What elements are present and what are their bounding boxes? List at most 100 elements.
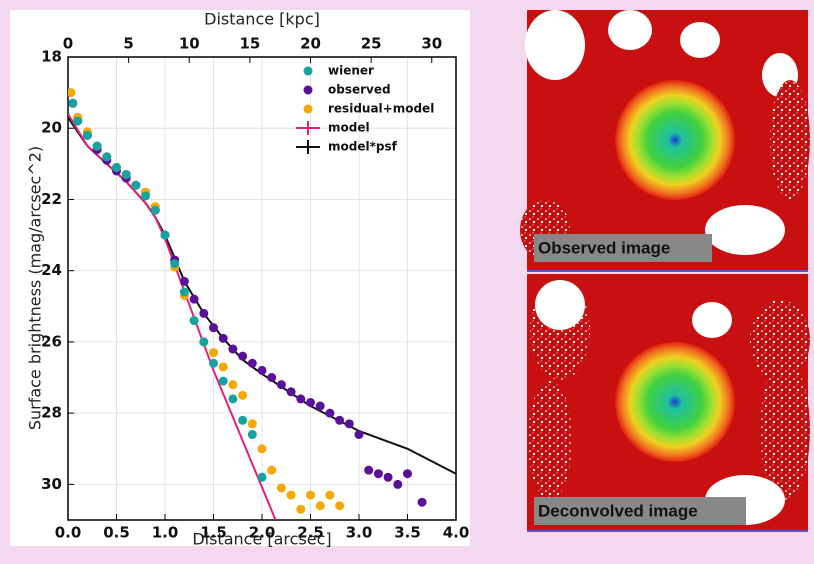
data-point [393,479,403,489]
data-point [209,358,218,368]
data-point [383,472,393,482]
data-point [325,490,335,500]
legend-marker [303,66,313,76]
image-label: Observed image [538,238,670,257]
x2-axis-label: Distance [kpc] [204,10,320,29]
image-panels: Observed image Deconvolved image [520,10,810,532]
data-point [296,394,306,404]
data-point [228,394,238,404]
y-tick-label: 26 [41,332,62,350]
data-point [141,191,151,201]
data-point [286,490,296,500]
data-point [286,387,296,397]
data-point [257,365,267,375]
data-point [257,444,267,454]
data-point [150,205,160,215]
data-point [121,170,131,180]
x-tick-label: 3.0 [346,524,373,542]
x2-tick-label: 30 [421,35,442,53]
y-tick-label: 28 [41,404,62,422]
data-point [179,276,189,286]
data-point [247,430,257,440]
data-point [238,390,248,400]
x2-tick-label: 5 [123,35,133,53]
data-point [112,162,121,172]
data-point [160,230,170,240]
x-tick-label: 1.0 [152,524,179,542]
observed-image: Observed image [520,10,810,272]
data-point [170,259,180,269]
data-point [373,469,383,479]
data-point [267,465,277,475]
data-point [403,469,412,479]
y-axis-label: Surface brightness (mag/arcsec^2) [26,146,45,430]
data-point [131,180,141,190]
data-point [325,408,335,418]
y-tick-label: 30 [41,475,62,493]
x-tick-label: 4.0 [443,524,470,542]
data-point [68,88,76,98]
data-point [199,308,209,318]
legend-marker [303,85,313,95]
data-point [335,501,345,511]
data-point [247,358,257,368]
x-tick-label: 0.5 [103,524,130,542]
legend-marker [303,104,313,114]
legend-label: model*psf [328,140,398,154]
data-point [189,316,199,326]
data-point [238,415,248,425]
legend-label: residual+model [328,102,434,116]
data-point [315,501,325,511]
x2-tick-label: 15 [239,35,260,53]
x2-tick-label: 0 [63,35,73,53]
data-point [276,483,286,493]
x-tick-label: 0.0 [55,524,82,542]
x-tick-label: 1.5 [200,524,227,542]
y-tick-label: 24 [41,261,62,279]
data-point [276,380,286,390]
data-point [228,344,238,354]
legend-label: observed [328,83,391,97]
x-tick-label: 2.5 [297,524,324,542]
data-point [218,362,228,372]
data-point [335,415,345,425]
x-tick-label: 3.5 [394,524,421,542]
x-tick-label: 2.0 [249,524,276,542]
data-point [102,152,112,162]
data-point [247,419,257,429]
data-point [189,294,199,304]
deconvolved-image: Deconvolved image [527,274,810,532]
data-point [82,130,92,140]
chart-panel [10,10,470,546]
data-point [68,98,78,108]
data-point [267,373,277,383]
y-tick-label: 22 [41,190,62,208]
y-tick-label: 18 [41,48,62,66]
x2-tick-label: 25 [361,35,382,53]
plot-frame [67,56,457,521]
data-point [354,430,364,440]
data-point [344,419,354,429]
data-point [306,490,315,500]
x-axis-label: Distance [arcsec] [192,530,331,549]
data-point [209,323,218,333]
data-point [296,504,306,514]
data-point [306,397,315,407]
plot-area [68,88,456,520]
data-point [417,497,427,507]
data-point [73,116,83,126]
data-point [228,380,238,390]
data-point [218,333,228,343]
data-point [218,376,228,386]
data-point [238,351,248,361]
data-point [364,465,374,475]
legend-label: wiener [328,64,374,78]
data-point [92,141,102,151]
x2-tick-label: 20 [300,35,321,53]
data-point [257,472,267,482]
x2-tick-label: 10 [179,35,200,53]
y-tick-label: 20 [41,119,62,137]
legend-label: model [328,121,370,135]
